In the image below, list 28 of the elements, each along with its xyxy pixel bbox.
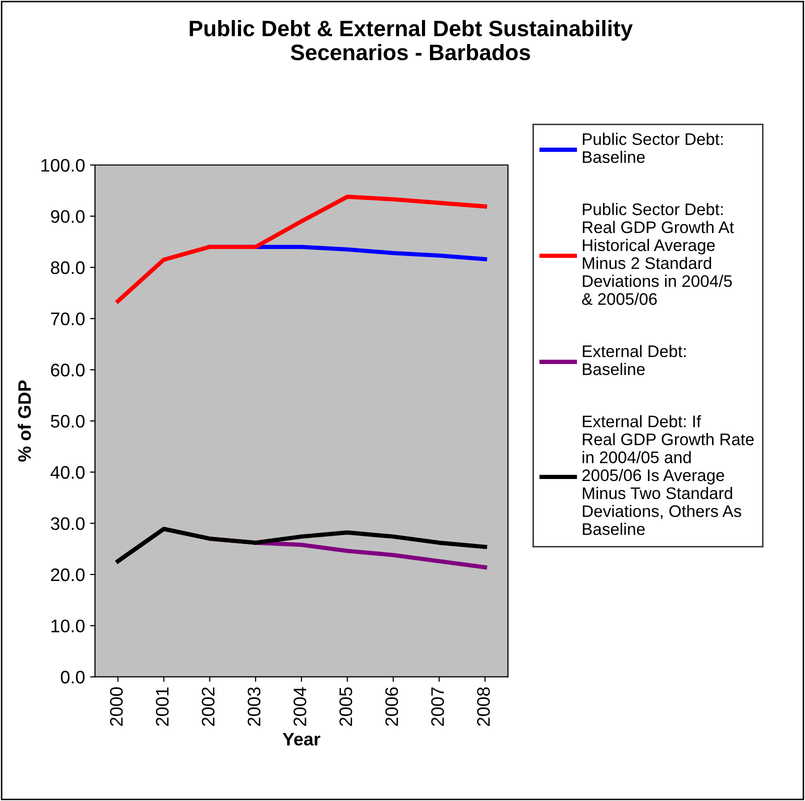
- y-tick-label: 30.0: [50, 517, 85, 530]
- y-tick-label: 50.0: [50, 414, 85, 428]
- y-tick-label: 60.0: [51, 364, 85, 376]
- x-tick-label: 2002: [202, 687, 215, 726]
- x-tick-label: 2008: [477, 687, 490, 726]
- chart-title: Public Debt & External Debt Sustainability Secenarios - Barbados: [190, 20, 633, 60]
- legend-label: External Debt: If Real GDP Growth Rate in 2004/05 and 2005/06 Is Average Minus Two Standard Deviations, Others As Baseline: [582, 415, 754, 536]
- x-tick-label: 2001: [156, 687, 169, 726]
- y-tick-label: 70.0: [51, 312, 85, 326]
- x-tick-label: 2003: [248, 687, 260, 726]
- y-tick-label: 40.0: [50, 466, 85, 479]
- line-series: [116, 194, 488, 304]
- y-tick-label: 80.0: [50, 261, 85, 274]
- x-tick-label: 2005: [339, 687, 352, 726]
- y-tick-label: 0.0: [60, 670, 85, 684]
- legend-label: External Debt: Baseline: [582, 344, 686, 376]
- y-tick-label: 90.0: [50, 210, 85, 223]
- legend-label: Public Sector Debt: Real GDP Growth At Historical Average Minus 2 Standard Deviations in 2004/5 & 2005/06: [582, 202, 734, 305]
- y-tick-label: 100.0: [41, 158, 85, 172]
- x-tick-label: 2004: [294, 687, 306, 726]
- y-axis-title: % of GDP: [18, 380, 31, 462]
- x-axis-title: Year: [282, 732, 320, 746]
- x-tick-label: 2000: [110, 687, 123, 726]
- legend-label: Public Sector Debt: Baseline: [582, 132, 723, 164]
- y-tick-label: 10.0: [52, 620, 85, 632]
- y-tick-label: 20.0: [51, 568, 85, 582]
- x-tick-label: 2007: [431, 687, 444, 726]
- x-tick-label: 2006: [385, 687, 398, 726]
